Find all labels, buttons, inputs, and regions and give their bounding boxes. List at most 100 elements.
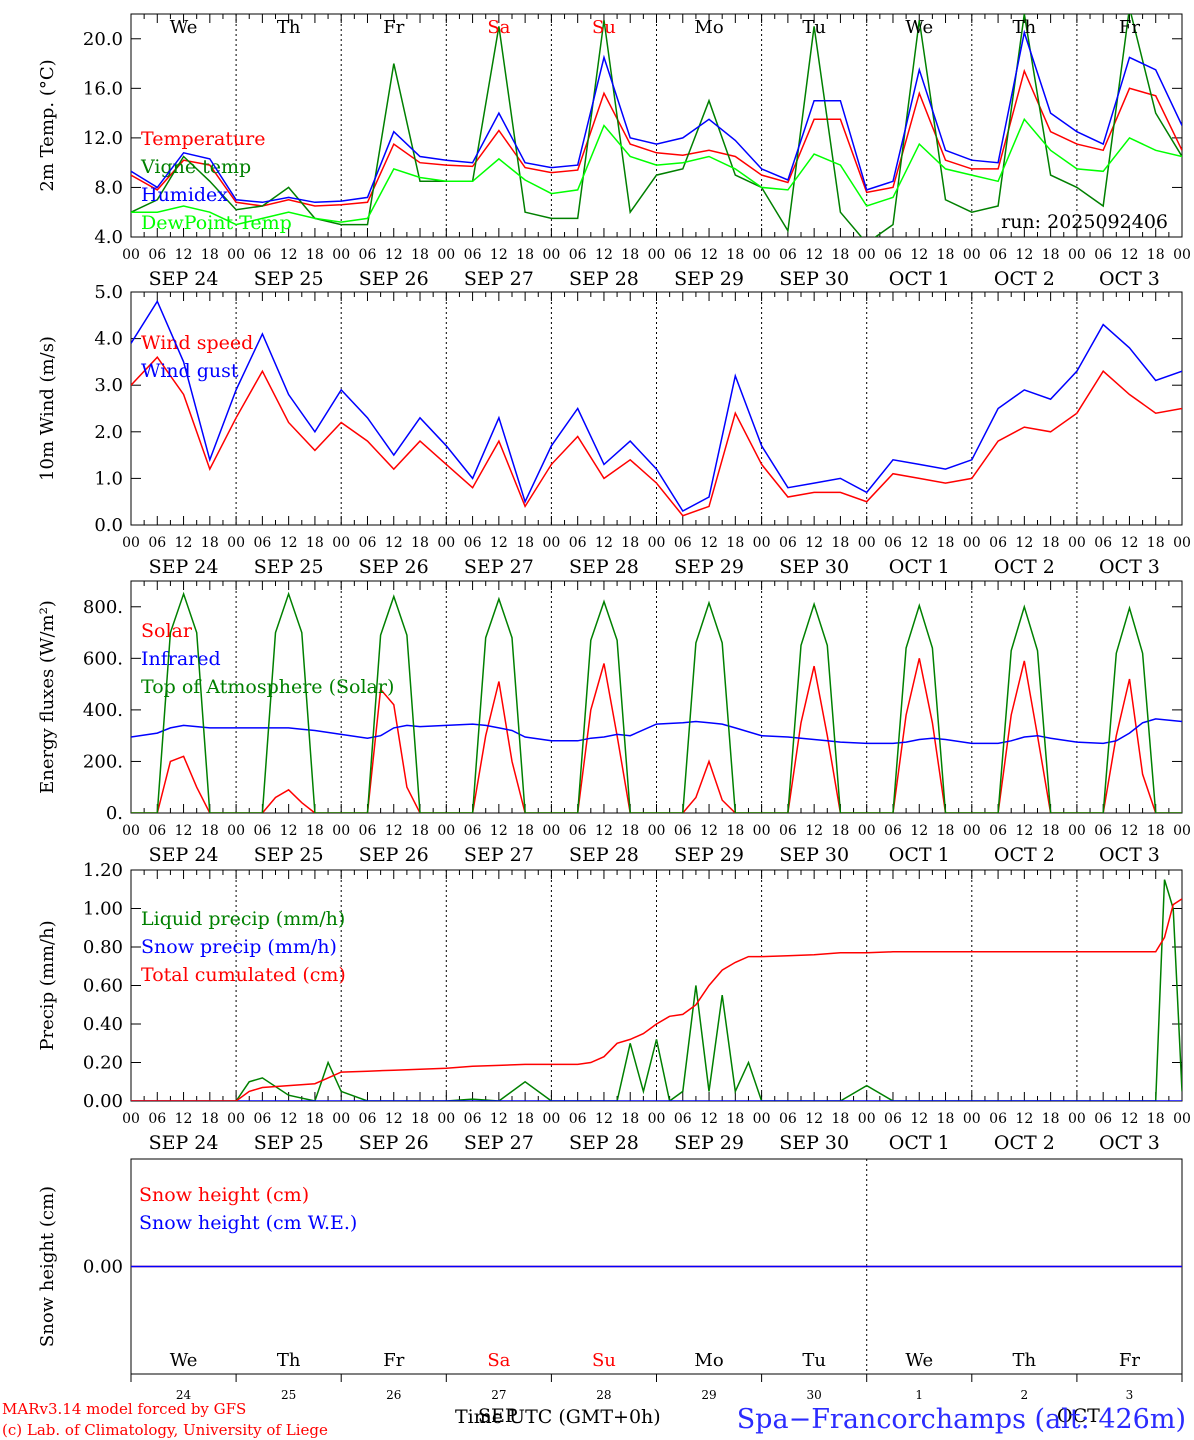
hour-label: 18 [201, 823, 219, 839]
day-name: We [170, 17, 198, 38]
day-number: 3 [1126, 1388, 1134, 1402]
hour-label: 12 [805, 535, 823, 551]
day-name: Fr [1119, 17, 1140, 38]
hour-label: 00 [648, 1111, 666, 1127]
hour-label: 00 [648, 823, 666, 839]
day-name: Fr [1119, 1350, 1140, 1371]
hour-label: 00 [122, 1111, 140, 1127]
month-overlay-oct: OCT [1057, 1405, 1100, 1427]
series-line-2-0 [131, 658, 1182, 813]
hour-label: 00 [1068, 247, 1086, 263]
hour-label: 00 [858, 1111, 876, 1127]
date-label: SEP 30 [779, 1132, 849, 1154]
hour-label: 12 [805, 1111, 823, 1127]
hour-label: 12 [1121, 1111, 1139, 1127]
hour-label: 06 [148, 535, 166, 551]
hour-label: 00 [227, 1111, 245, 1127]
hour-label: 18 [832, 1111, 850, 1127]
hour-label: 18 [516, 535, 534, 551]
hour-label: 06 [779, 1111, 797, 1127]
hour-label: 18 [1147, 247, 1165, 263]
legend-entry: Temperature [141, 128, 265, 150]
hour-label: 00 [858, 535, 876, 551]
hour-label: 18 [306, 823, 324, 839]
hour-label: 00 [437, 535, 455, 551]
hour-label: 06 [779, 247, 797, 263]
hour-label: 00 [1173, 247, 1191, 263]
day-name: Th [277, 1350, 301, 1371]
hour-label: 12 [175, 247, 193, 263]
series-line-0-0 [131, 68, 1182, 207]
x-axis-title: Time UTC (GMT+0h) [455, 1406, 661, 1428]
legend-entry: Solar [141, 620, 193, 642]
day-name: We [905, 1350, 933, 1371]
hour-label: 06 [148, 1111, 166, 1127]
date-label: SEP 27 [464, 844, 534, 866]
hour-label: 06 [464, 823, 482, 839]
day-number: 2 [1021, 1388, 1029, 1402]
hour-label: 18 [411, 247, 429, 263]
hour-label: 00 [963, 247, 981, 263]
hour-label: 12 [595, 823, 613, 839]
hour-label: 12 [490, 535, 508, 551]
month-overlay-sep: SEP [478, 1405, 518, 1427]
hour-label: 12 [490, 1111, 508, 1127]
day-name: Th [1013, 1350, 1037, 1371]
hour-label: 12 [385, 1111, 403, 1127]
y-tick-label: 8.0 [94, 177, 123, 198]
hour-label: 12 [910, 247, 928, 263]
series-line-3-2 [131, 898, 1182, 1101]
date-label: SEP 29 [674, 1132, 744, 1154]
day-name: Mo [694, 17, 723, 38]
day-name: Sa [487, 17, 510, 38]
y-tick-label: 1.20 [83, 860, 123, 881]
hour-label: 12 [1015, 823, 1033, 839]
series-line-2-1 [131, 718, 1182, 745]
hour-label: 06 [569, 1111, 587, 1127]
hour-label: 18 [306, 1111, 324, 1127]
hour-label: 00 [648, 247, 666, 263]
date-label: SEP 30 [779, 844, 849, 866]
hour-label: 00 [1173, 823, 1191, 839]
legend-entry: Top of Atmosphere (Solar) [141, 676, 394, 698]
y-tick-label: 20.0 [83, 29, 123, 50]
hour-label: 00 [963, 535, 981, 551]
hour-label: 12 [1121, 823, 1139, 839]
date-label: SEP 25 [254, 1132, 324, 1154]
day-number: 27 [491, 1388, 506, 1402]
hour-label: 18 [832, 535, 850, 551]
date-label: OCT 1 [889, 844, 950, 866]
hour-label: 12 [1015, 247, 1033, 263]
date-label: SEP 28 [569, 556, 639, 578]
hour-label: 00 [332, 535, 350, 551]
legend-entry: Snow precip (mm/h) [141, 936, 337, 958]
date-label: OCT 3 [1099, 844, 1160, 866]
series-line-1-1 [131, 299, 1182, 512]
hour-label: 06 [253, 1111, 271, 1127]
day-name: We [905, 17, 933, 38]
hour-label: 00 [437, 823, 455, 839]
hour-label: 00 [753, 535, 771, 551]
model-credit: MARv3.14 model forced by GFS [2, 1400, 246, 1418]
series-line-3-0 [131, 879, 1182, 1101]
hour-label: 06 [884, 247, 902, 263]
hour-label: 18 [1147, 535, 1165, 551]
hour-label: 06 [253, 535, 271, 551]
hour-label: 06 [1094, 535, 1112, 551]
hour-label: 06 [148, 823, 166, 839]
hour-label: 06 [779, 535, 797, 551]
hour-label: 06 [989, 535, 1007, 551]
hour-label: 06 [359, 535, 377, 551]
date-label: SEP 29 [674, 556, 744, 578]
y-tick-label: 0.20 [83, 1053, 123, 1074]
day-number: 24 [176, 1388, 192, 1402]
hour-label: 18 [726, 1111, 744, 1127]
date-label: SEP 26 [359, 844, 429, 866]
hour-label: 12 [280, 823, 298, 839]
date-label: SEP 25 [254, 556, 324, 578]
hour-label: 18 [516, 247, 534, 263]
hour-label: 18 [306, 247, 324, 263]
date-label: SEP 24 [149, 1132, 219, 1154]
hour-label: 06 [1094, 823, 1112, 839]
